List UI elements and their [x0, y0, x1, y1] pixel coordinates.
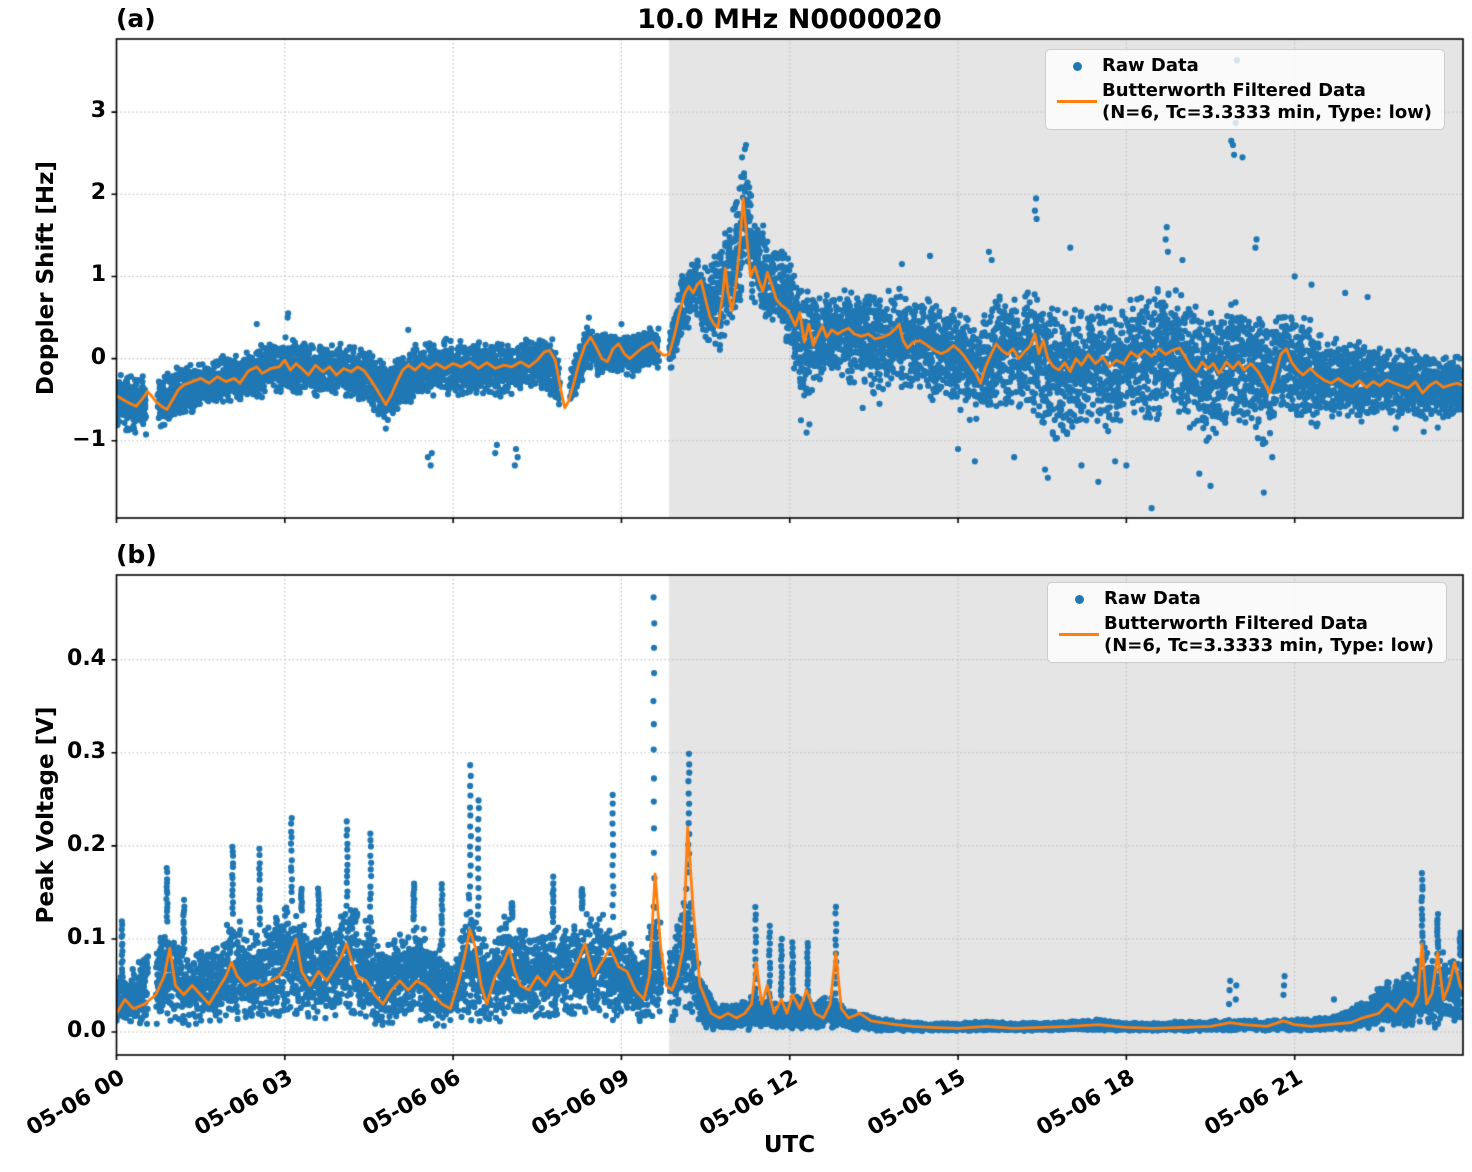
- panel-a-ytick-label: 0: [90, 344, 106, 370]
- panel-b-tag: (b): [116, 540, 157, 569]
- panel-b-ytick-label: 0.2: [67, 831, 106, 857]
- panel-b-ytick-label: 0.0: [67, 1018, 106, 1043]
- filtered-line-icon: [1054, 613, 1104, 636]
- legend-panel-b: Raw Data Butterworth Filtered Data (N=6,…: [1047, 582, 1447, 663]
- legend-filtered-line1: Butterworth Filtered Data: [1104, 612, 1368, 634]
- x-axis-label: UTC: [763, 1132, 816, 1158]
- panel-a-ytick-label: 2: [90, 180, 106, 206]
- panel-a-tag: (a): [116, 4, 156, 33]
- chart-title: 10.0 MHz N0000020: [637, 4, 942, 35]
- legend-filtered-line1: Butterworth Filtered Data: [1102, 79, 1366, 101]
- legend-filtered-label: Butterworth Filtered Data (N=6, Tc=3.333…: [1104, 613, 1434, 657]
- panel-b-ytick-label: 0.4: [67, 645, 106, 671]
- panel-b-ytick-label: 0.1: [67, 924, 106, 950]
- filtered-line-icon: [1052, 80, 1102, 103]
- panel-a-ytick-label: −1: [72, 426, 106, 452]
- legend-row-raw: Raw Data: [1052, 55, 1434, 77]
- raw-data-dot-icon: [1052, 55, 1102, 71]
- panel-b-ytick-label: 0.3: [67, 738, 106, 764]
- legend-panel-a: Raw Data Butterworth Filtered Data (N=6,…: [1045, 49, 1445, 130]
- legend-raw-label: Raw Data: [1104, 588, 1201, 609]
- panel-a-ytick-label: 3: [90, 98, 106, 124]
- legend-row-filtered: Butterworth Filtered Data (N=6, Tc=3.333…: [1054, 613, 1436, 657]
- panel-a-ytick-label: 1: [90, 262, 106, 288]
- legend-raw-label: Raw Data: [1102, 55, 1199, 76]
- legend-row-raw: Raw Data: [1054, 588, 1436, 610]
- legend-row-filtered: Butterworth Filtered Data (N=6, Tc=3.333…: [1052, 80, 1434, 124]
- legend-filtered-line2: (N=6, Tc=3.3333 min, Type: low): [1104, 634, 1435, 656]
- legend-filtered-label: Butterworth Filtered Data (N=6, Tc=3.333…: [1102, 80, 1432, 124]
- raw-data-dot-icon: [1054, 588, 1104, 604]
- legend-filtered-line2: (N=6, Tc=3.3333 min, Type: low): [1102, 101, 1433, 123]
